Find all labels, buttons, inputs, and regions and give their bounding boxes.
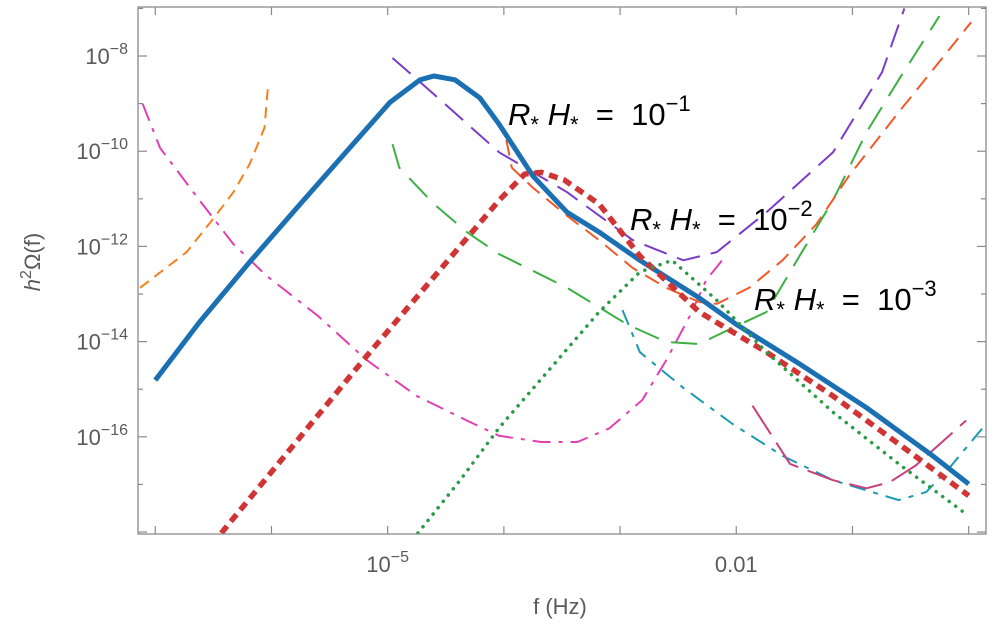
annotation-label: R* H* = 10−1 [508, 91, 691, 137]
annotation-part: = [579, 97, 632, 132]
y-axis-label-h: h [20, 279, 45, 291]
x-axis-label: f (Hz) [533, 594, 587, 619]
y-tick-label: 10−14 [76, 327, 128, 355]
annotation-part: * [816, 297, 825, 322]
series-line-0 [153, 73, 971, 486]
series-line-6 [391, 15, 941, 345]
x-tick-label: 10−5 [366, 549, 409, 577]
annotation-part: R [508, 97, 530, 132]
annotation-part: H [794, 282, 817, 317]
annotation-part [661, 202, 670, 237]
y-tick-label: 10−8 [85, 41, 128, 69]
annotation-part: * [652, 217, 661, 242]
y-axis-label-rest: Ω(f) [20, 233, 45, 270]
annotation-part: * [776, 297, 785, 322]
y-tick-label-base: 10 [76, 330, 100, 355]
annotation-part: 10 [877, 282, 911, 317]
annotation-part [785, 282, 794, 317]
x-tick-label-base: 10 [366, 552, 390, 577]
annotation-part: * [692, 217, 701, 242]
y-tick-label: 10−16 [76, 422, 128, 450]
y-tick-label-exp: −14 [101, 327, 128, 344]
annotations: R* H* = 10−1R* H* = 10−2R* H* = 10−3 [508, 91, 937, 322]
series-line-9 [751, 405, 967, 490]
series-line-4 [141, 103, 727, 443]
annotation-part: * [570, 112, 579, 137]
annotation-part: −3 [912, 276, 937, 301]
annotation-part: −1 [666, 91, 691, 116]
annotation-part [539, 97, 548, 132]
annotation-part: H [670, 202, 693, 237]
series-line-5 [391, 8, 906, 262]
series-line-8 [621, 309, 986, 502]
annotation-label: R* H* = 10−3 [754, 276, 937, 322]
y-tick-label: 10−10 [76, 136, 128, 164]
ticks [138, 7, 986, 534]
y-tick-label-base: 10 [76, 234, 100, 259]
y-tick-label-base: 10 [76, 139, 100, 164]
x-tick-label-exp: −5 [391, 549, 409, 566]
x-tick-label: 0.01 [715, 552, 758, 577]
series-line-1 [219, 169, 971, 534]
annotation-label: R* H* = 10−2 [630, 196, 813, 242]
annotation-part: R [754, 282, 776, 317]
y-axis-label: h2Ω(f) [18, 233, 45, 291]
y-tick-label-exp: −8 [110, 41, 128, 58]
annotation-part: * [530, 112, 539, 137]
y-tick-label-exp: −10 [101, 136, 128, 153]
annotation-part: R [630, 202, 652, 237]
y-tick-label-base: 10 [85, 44, 109, 69]
annotation-part: H [548, 97, 571, 132]
y-tick-label-exp: −12 [101, 231, 128, 248]
y-tick-label: 10−12 [76, 231, 128, 259]
annotation-part: = [701, 202, 754, 237]
annotation-part: 10 [753, 202, 787, 237]
series-line-3 [139, 88, 269, 289]
annotation-part: −2 [788, 196, 813, 221]
plot-frame [137, 6, 987, 535]
curves [139, 8, 986, 534]
y-tick-label-base: 10 [76, 425, 100, 450]
y-axis-label-sup: 2 [18, 270, 35, 279]
series-line-7 [505, 21, 972, 305]
y-tick-label-exp: −16 [101, 422, 128, 439]
annotation-part: = [825, 282, 878, 317]
annotation-part: 10 [631, 97, 665, 132]
